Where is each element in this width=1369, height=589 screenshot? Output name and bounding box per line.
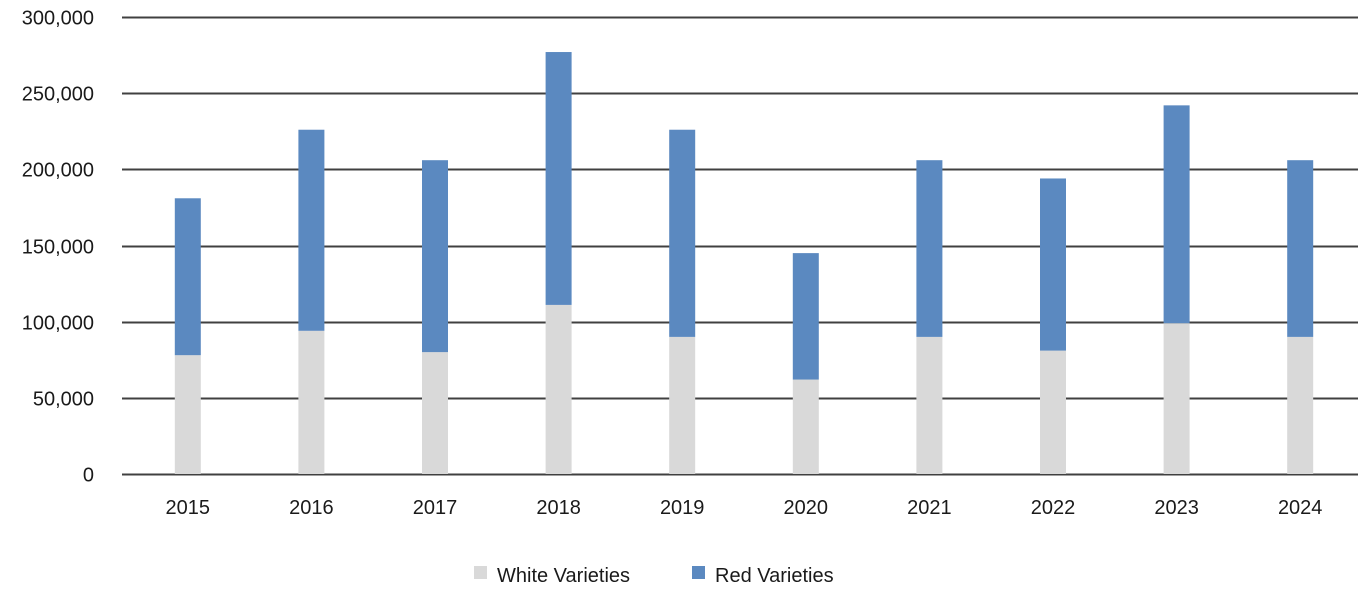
bar-red-varieties-2023 [1163, 105, 1190, 324]
bar-white-varieties-2020 [792, 379, 819, 474]
y-tick-label: 300,000 [22, 8, 94, 30]
x-tick-label: 2017 [413, 497, 458, 519]
x-tick-label: 2015 [166, 497, 211, 519]
bar-white-varieties-2016 [298, 330, 325, 474]
y-tick-label: 200,000 [22, 160, 94, 182]
gridlines [122, 16, 1358, 476]
y-tick-label: 150,000 [22, 237, 94, 259]
bar-white-varieties-2017 [422, 352, 448, 474]
x-tick-label: 2019 [660, 497, 705, 519]
bar-red-varieties-2018 [545, 52, 572, 305]
bar-red-varieties-2015 [174, 198, 201, 356]
x-axis-tick-labels: 2015 2016 2017 2018 2019 2020 2021 2022 2023 2024 [166, 497, 1323, 519]
bar-red-varieties-2021 [916, 160, 943, 337]
legend-label-red-varieties: Red Varieties [715, 565, 834, 584]
bar-white-varieties-2023 [1163, 323, 1190, 474]
x-tick-label: 2021 [907, 497, 952, 519]
y-tick-label: 100,000 [22, 313, 94, 335]
x-tick-label: 2016 [289, 497, 334, 519]
x-tick-label: 2024 [1278, 497, 1323, 519]
bar-red-varieties-2022 [1040, 178, 1066, 351]
legend: White Varieties Red Varieties [474, 565, 834, 587]
bar-white-varieties-2015 [174, 355, 201, 474]
bar-white-varieties-2024 [1287, 336, 1314, 474]
x-tick-label: 2020 [784, 497, 829, 519]
y-tick-label: 250,000 [22, 84, 94, 106]
legend-swatch-red-varieties [692, 566, 705, 579]
bar-red-varieties-2016 [298, 129, 325, 331]
bars [174, 52, 1314, 474]
bar-white-varieties-2018 [545, 304, 572, 474]
x-tick-label: 2023 [1154, 497, 1199, 519]
bar-white-varieties-2019 [669, 336, 696, 474]
y-tick-label: 50,000 [33, 389, 94, 411]
y-tick-label: 0 [83, 465, 94, 487]
x-tick-label: 2018 [536, 497, 581, 519]
bar-red-varieties-2019 [669, 129, 696, 337]
y-axis-tick-labels: 0 50,000 100,000 150,000 200,000 250,000 300,0… [22, 8, 94, 487]
legend-swatch-white-varieties [474, 566, 487, 579]
bar-white-varieties-2021 [916, 336, 943, 474]
bar-red-varieties-2024 [1287, 160, 1314, 337]
bar-red-varieties-2020 [792, 253, 819, 380]
x-tick-label: 2022 [1031, 497, 1076, 519]
bar-red-varieties-2017 [422, 160, 448, 353]
legend-label-white-varieties: White Varieties [497, 565, 630, 584]
bar-white-varieties-2022 [1040, 350, 1066, 474]
